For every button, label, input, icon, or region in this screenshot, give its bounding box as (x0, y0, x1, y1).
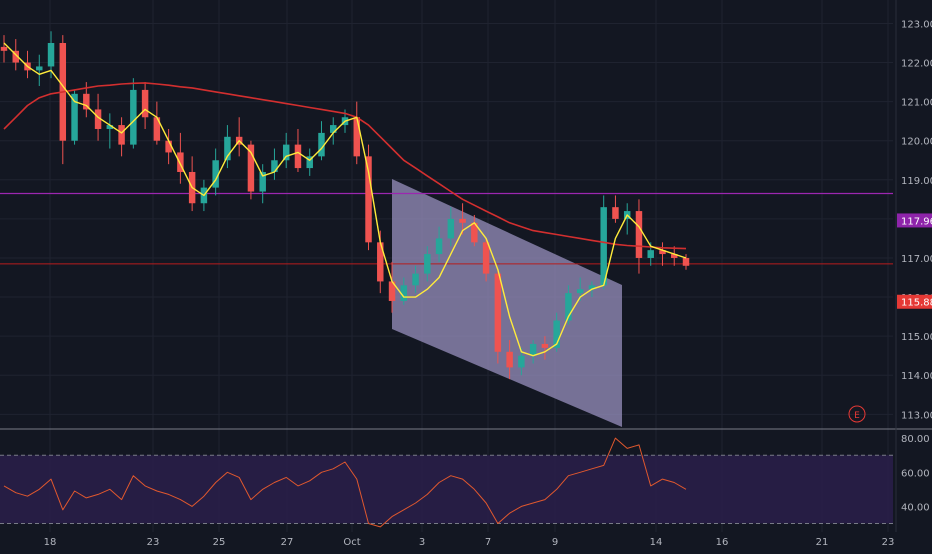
candle-body[interactable] (247, 144, 255, 192)
candle-body[interactable] (259, 171, 266, 192)
y-tick-label: 117.00 (901, 254, 932, 265)
candle-body[interactable] (0, 46, 8, 51)
candle-body[interactable] (83, 93, 90, 110)
candle-body[interactable] (588, 285, 596, 290)
x-tick-label: 16 (716, 537, 729, 548)
candle-body[interactable] (153, 117, 161, 141)
candle-body[interactable] (141, 89, 149, 118)
candle-body[interactable] (94, 109, 102, 129)
price-badge-background (897, 213, 932, 228)
x-tick-label: 27 (281, 537, 294, 548)
y-tick-label: 119.00 (901, 176, 932, 187)
candle-body[interactable] (212, 160, 219, 188)
candle-body[interactable] (612, 207, 619, 219)
y-tick-label: 121.00 (901, 98, 932, 109)
price-badge-label: 115.88 (901, 298, 932, 309)
candle-body[interactable] (388, 281, 396, 301)
x-tick-label: Oct (343, 537, 360, 548)
candle-body[interactable] (576, 289, 584, 294)
rsi-tick-label: 80.00 (901, 434, 930, 445)
y-tick-label: 123.00 (901, 19, 932, 30)
y-tick-label: 120.00 (901, 137, 932, 148)
y-tick-label: 113.00 (901, 410, 932, 421)
candle-body[interactable] (36, 66, 43, 71)
candle-body[interactable] (459, 218, 466, 223)
candle-body[interactable] (130, 89, 137, 145)
candle-body[interactable] (282, 144, 290, 161)
candle-body[interactable] (659, 250, 666, 255)
candle-body[interactable] (435, 238, 443, 255)
x-tick-label: 25 (213, 537, 226, 548)
candle-body[interactable] (224, 136, 231, 161)
candle-body[interactable] (506, 351, 513, 368)
y-tick-label: 122.00 (901, 59, 932, 70)
candle-body[interactable] (565, 293, 572, 321)
rsi-tick-label: 60.00 (901, 468, 930, 479)
candle-body[interactable] (377, 242, 384, 282)
candle-body[interactable] (635, 211, 643, 258)
candle-body[interactable] (353, 117, 360, 157)
x-tick-label: 7 (485, 537, 491, 548)
candle-body[interactable] (682, 257, 690, 266)
moving-average-slow (3, 82, 687, 250)
candle-body[interactable] (494, 273, 502, 352)
candle-body[interactable] (294, 144, 302, 169)
rsi-line (3, 437, 687, 528)
candle-body[interactable] (424, 254, 431, 274)
x-tick-label: 23 (882, 537, 895, 548)
candle-body[interactable] (118, 125, 125, 145)
candle-body[interactable] (412, 273, 419, 286)
candle-body[interactable] (330, 125, 337, 133)
candle-body[interactable] (671, 254, 678, 258)
candle-body[interactable] (518, 355, 525, 368)
candle-body[interactable] (12, 50, 19, 63)
x-tick-label: 21 (816, 537, 829, 548)
candle-body[interactable] (529, 343, 537, 356)
candle-body[interactable] (541, 343, 549, 348)
candle-body[interactable] (365, 156, 372, 243)
y-tick-label: 114.00 (901, 371, 932, 382)
candle-body[interactable] (318, 132, 325, 157)
x-tick-label: 3 (419, 537, 425, 548)
candle-body[interactable] (106, 125, 114, 129)
y-tick-label: 115.00 (901, 332, 932, 343)
candle-body[interactable] (165, 140, 172, 153)
rsi-tick-label: 40.00 (901, 502, 930, 513)
candle-body[interactable] (71, 93, 78, 141)
parallel-channel[interactable] (392, 179, 622, 427)
candle-body[interactable] (471, 222, 478, 243)
earnings-marker-label: E (854, 411, 860, 421)
candle-body[interactable] (400, 285, 408, 301)
moving-average-fast (3, 42, 687, 357)
price-badge-label: 117.96 (901, 216, 932, 227)
rsi-band (0, 455, 893, 524)
candle-body[interactable] (447, 218, 455, 239)
candle-body[interactable] (647, 250, 654, 258)
candle-body[interactable] (553, 320, 560, 348)
x-tick-label: 23 (147, 537, 160, 548)
candle-body[interactable] (600, 207, 607, 286)
candle-body[interactable] (47, 42, 55, 67)
x-tick-label: 18 (44, 537, 57, 548)
price-badge-background (897, 294, 932, 309)
candle-body[interactable] (482, 242, 490, 274)
earnings-marker-icon[interactable] (848, 405, 866, 423)
candle-body[interactable] (177, 152, 184, 172)
x-tick-label: 14 (650, 537, 663, 548)
candle-body[interactable] (271, 160, 278, 172)
candle-body[interactable] (306, 156, 313, 169)
x-tick-label: 9 (552, 537, 558, 548)
